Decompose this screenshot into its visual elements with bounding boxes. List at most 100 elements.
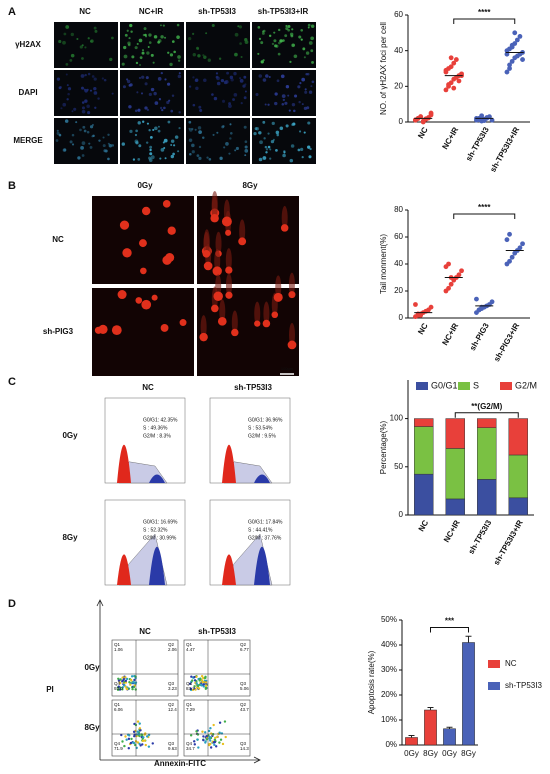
dot: [509, 42, 515, 48]
event: [125, 687, 128, 690]
nucleus: [157, 129, 161, 133]
micrograph: [54, 70, 118, 116]
comet-head: [217, 316, 227, 326]
nucleus: [136, 42, 139, 46]
nucleus: [274, 92, 278, 96]
event: [133, 733, 136, 736]
nucleus: [150, 155, 155, 160]
nucleus: [147, 46, 150, 48]
event: [129, 683, 132, 686]
nucleus: [301, 77, 306, 82]
nucleus: [140, 92, 144, 95]
bar: [443, 728, 456, 746]
nucleus: [141, 75, 145, 79]
event: [136, 730, 140, 733]
nucleus: [230, 131, 233, 135]
nucleus: [138, 144, 142, 148]
nucleus: [60, 107, 63, 110]
nucleus: [275, 130, 280, 135]
nucleus: [189, 152, 192, 156]
comet-head: [167, 226, 176, 235]
nucleus: [56, 131, 60, 135]
event: [204, 687, 208, 690]
nucleus: [235, 146, 239, 151]
nucleus: [145, 141, 149, 144]
nucleus: [225, 142, 229, 146]
row-label: 8Gy: [62, 533, 78, 542]
y-axis-label: Tail monment(%): [379, 234, 388, 294]
nucleus: [138, 38, 143, 43]
nucleus: [129, 23, 133, 28]
nucleus: [207, 58, 211, 62]
nucleus: [121, 142, 125, 146]
nucleus: [93, 77, 97, 81]
nucleus: [58, 39, 62, 44]
dot: [418, 114, 424, 120]
nucleus: [282, 98, 286, 102]
nucleus: [288, 109, 291, 112]
nucleus: [84, 99, 88, 103]
event: [130, 737, 133, 741]
nucleus: [197, 54, 201, 58]
nucleus: [123, 54, 128, 59]
nucleus: [163, 106, 166, 110]
nucleus: [148, 33, 152, 37]
nucleus: [172, 144, 176, 147]
nucleus: [149, 148, 152, 152]
nucleus: [171, 94, 175, 98]
nucleus: [265, 74, 269, 78]
nucleus: [146, 122, 149, 125]
nucleus: [129, 83, 133, 87]
dot: [448, 55, 454, 61]
nucleus: [146, 108, 150, 111]
nucleus: [283, 150, 286, 153]
cycle-stat: G2/M : 9.5%: [248, 433, 276, 439]
dot: [479, 113, 485, 119]
quadrant-value: 71.9: [114, 746, 123, 751]
nucleus: [300, 38, 303, 41]
comet-tail: [254, 301, 261, 326]
nucleus: [90, 39, 94, 43]
dot: [446, 82, 451, 87]
significance-bracket: [453, 18, 516, 24]
nucleus: [308, 155, 312, 159]
nucleus: [258, 131, 262, 135]
nucleus: [128, 105, 132, 109]
nucleus: [108, 144, 113, 148]
nucleus: [159, 24, 162, 27]
cycle-stat: G2/M : 8.3%: [143, 433, 171, 439]
cycle-stat: G0/G1: 42.35%: [143, 417, 178, 423]
event: [135, 733, 139, 736]
y-tick-label: 60: [394, 232, 403, 241]
event: [151, 742, 154, 745]
nucleus: [305, 51, 310, 55]
x-tick-label: sh-TP53I3+IR: [492, 518, 525, 566]
column-label: sh-TP53I3: [198, 627, 236, 636]
nucleus: [80, 74, 85, 78]
event: [210, 732, 213, 735]
nucleus: [244, 145, 248, 149]
event: [218, 741, 221, 744]
nucleus: [163, 138, 168, 143]
column-label: NC: [142, 383, 154, 392]
nucleus: [145, 76, 149, 80]
nucleus: [178, 72, 181, 75]
y-tick-label: 0: [399, 313, 404, 322]
g1-peak: [117, 444, 131, 483]
error-bar: [408, 735, 415, 738]
event: [116, 688, 120, 692]
nucleus: [308, 90, 313, 94]
dot: [520, 57, 525, 62]
dot: [453, 57, 459, 62]
nucleus: [194, 128, 197, 131]
y-tick-label: 50: [394, 462, 403, 471]
g1-peak: [222, 554, 236, 585]
event: [125, 677, 129, 681]
dot: [504, 237, 510, 243]
nucleus: [159, 157, 162, 160]
nucleus: [149, 135, 153, 139]
comet-head: [199, 332, 208, 342]
nucleus: [194, 78, 199, 82]
nucleus: [126, 29, 129, 32]
nucleus: [97, 97, 100, 100]
